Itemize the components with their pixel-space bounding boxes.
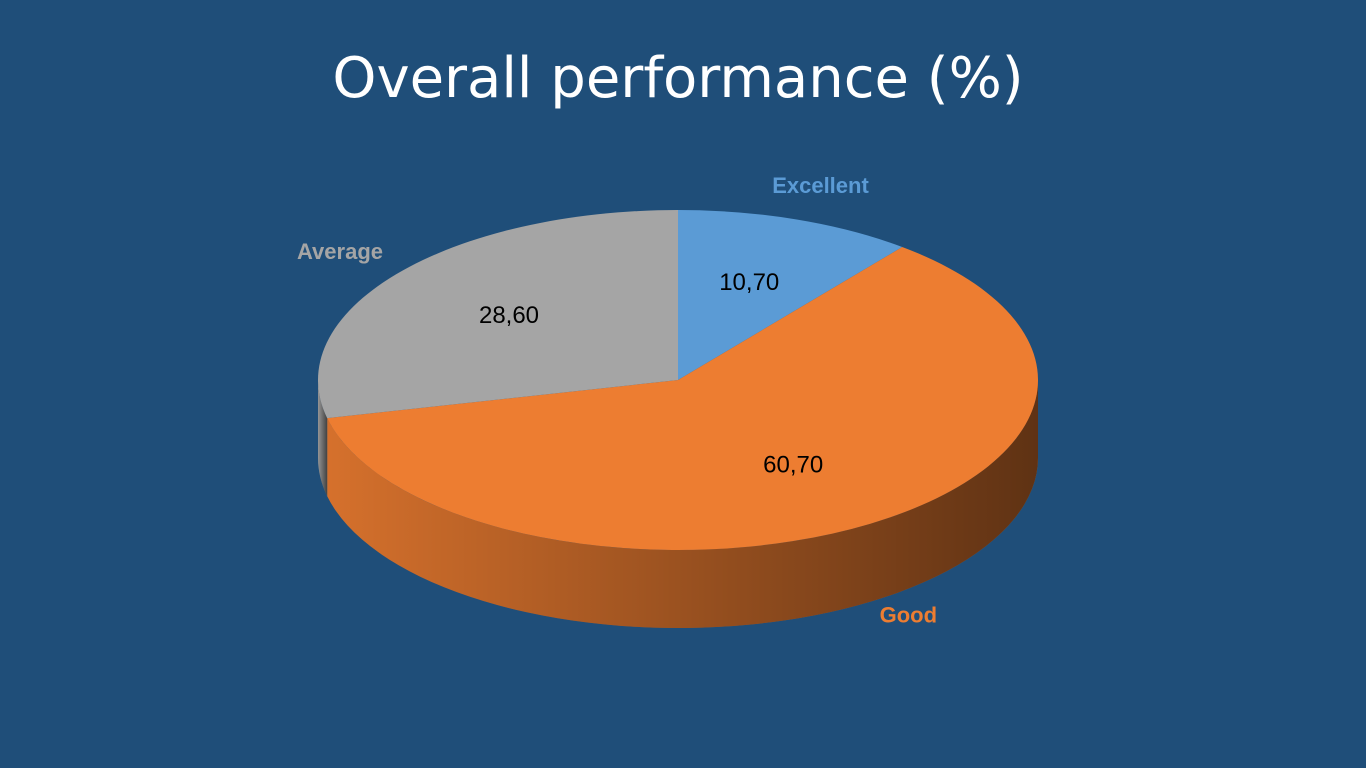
- pie-side-shade: [318, 380, 328, 497]
- pie-slice: [317, 210, 678, 419]
- pie-slice: [327, 246, 1039, 550]
- category-label: Average: [297, 239, 383, 264]
- value-label: 10,70: [719, 269, 779, 296]
- value-label: 60,70: [763, 452, 823, 479]
- pie-side-shade: [327, 380, 1039, 629]
- pie-slice: [678, 210, 903, 380]
- category-label: Good: [880, 602, 937, 627]
- category-label: Excellent: [772, 173, 869, 198]
- chart-title: Overall performance (%): [332, 46, 1023, 111]
- value-label: 28,60: [479, 302, 539, 329]
